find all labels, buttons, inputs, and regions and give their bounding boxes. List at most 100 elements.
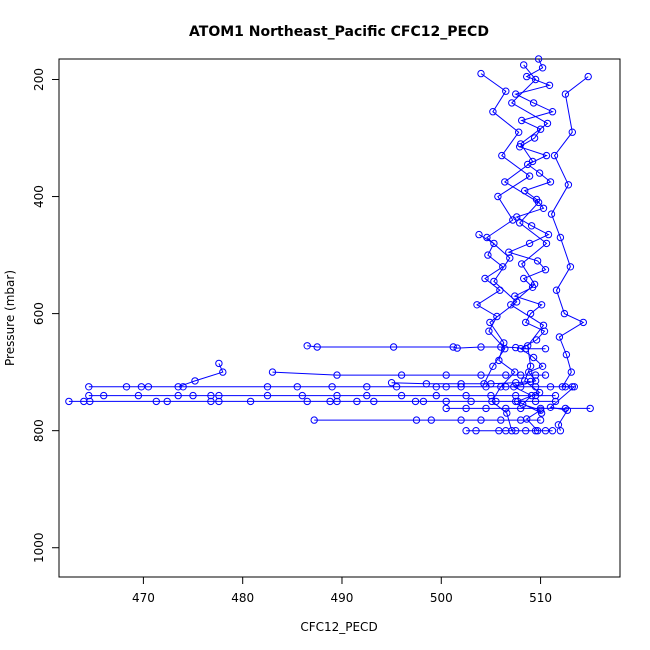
data-point <box>579 318 587 327</box>
data-point <box>462 404 470 413</box>
data-series <box>387 377 535 388</box>
data-point <box>541 427 550 435</box>
data-point <box>537 301 546 309</box>
data-point <box>517 404 525 413</box>
data-point <box>432 391 440 400</box>
data-point <box>586 404 594 413</box>
data-point <box>512 397 520 406</box>
data-point <box>481 274 489 283</box>
data-point <box>263 391 272 400</box>
data-point <box>546 383 555 391</box>
data-point <box>333 391 341 400</box>
series-layer <box>65 55 594 435</box>
data-point <box>531 427 540 435</box>
data-point <box>442 397 450 406</box>
data-point <box>531 397 540 406</box>
data-point <box>512 379 520 387</box>
data-point <box>518 260 526 268</box>
data-point <box>392 383 401 391</box>
data-point <box>333 371 341 379</box>
plot-frame <box>58 58 621 578</box>
data-point <box>532 336 541 344</box>
data-point <box>512 391 520 400</box>
data-point <box>467 397 475 406</box>
x-tick-label: 500 <box>430 591 453 605</box>
data-point <box>134 391 143 400</box>
data-point <box>545 81 554 90</box>
data-point <box>179 383 187 391</box>
data-point <box>411 397 420 406</box>
data-point <box>542 239 551 248</box>
data-point <box>568 128 576 136</box>
series-line <box>391 381 531 385</box>
data-point <box>144 383 153 391</box>
data-point <box>522 318 530 327</box>
data-point <box>543 119 552 128</box>
data-point <box>462 427 470 435</box>
data-point <box>567 368 575 376</box>
data-point <box>512 427 520 435</box>
data-series <box>442 404 594 413</box>
data-point <box>486 318 494 327</box>
data-point <box>530 280 539 288</box>
data-point <box>412 416 421 424</box>
data-point <box>215 391 223 400</box>
data-point <box>333 397 341 406</box>
data-series <box>85 391 560 400</box>
data-point <box>566 263 575 271</box>
data-point <box>442 371 450 379</box>
data-point <box>268 368 277 376</box>
data-point <box>462 391 470 400</box>
data-point <box>419 397 428 406</box>
data-point <box>551 397 560 406</box>
data-point <box>207 397 215 406</box>
data-point <box>552 286 561 294</box>
data-point <box>502 371 510 379</box>
data-point <box>535 169 544 177</box>
data-point <box>526 377 535 386</box>
data-point <box>562 350 571 359</box>
data-point <box>584 72 592 81</box>
data-point <box>517 140 525 148</box>
data-point <box>427 416 435 424</box>
data-point <box>530 134 539 142</box>
data-point <box>548 108 557 116</box>
data-point <box>538 362 547 370</box>
data-point <box>528 157 537 166</box>
data-point <box>536 125 545 133</box>
data-point <box>499 263 507 271</box>
data-point <box>517 416 525 424</box>
data-point <box>215 397 223 406</box>
data-point <box>303 397 311 406</box>
data-point <box>506 254 514 262</box>
data-point <box>191 377 199 385</box>
series-line <box>549 76 589 431</box>
data-point <box>544 230 553 239</box>
data-point <box>539 321 548 329</box>
data-point <box>313 343 321 351</box>
data-point <box>496 286 504 294</box>
data-point <box>538 64 547 72</box>
data-point <box>477 343 485 351</box>
data-point <box>100 391 108 400</box>
data-point <box>310 416 318 424</box>
series-line <box>88 363 573 388</box>
data-point <box>263 383 272 391</box>
data-point <box>529 353 538 362</box>
data-point <box>517 383 525 391</box>
data-point <box>449 343 457 351</box>
data-series <box>310 416 545 424</box>
data-point <box>475 230 483 239</box>
data-point <box>215 359 223 368</box>
data-point <box>526 362 535 370</box>
data-point <box>497 416 505 424</box>
data-point <box>534 198 543 207</box>
data-series <box>65 397 560 406</box>
data-point <box>529 99 538 107</box>
data-point <box>473 301 481 309</box>
data-point <box>548 427 557 435</box>
data-point <box>534 55 543 63</box>
data-point <box>541 345 550 353</box>
data-point <box>556 233 565 242</box>
x-axis: 470 480 490 500 510 <box>132 577 552 605</box>
